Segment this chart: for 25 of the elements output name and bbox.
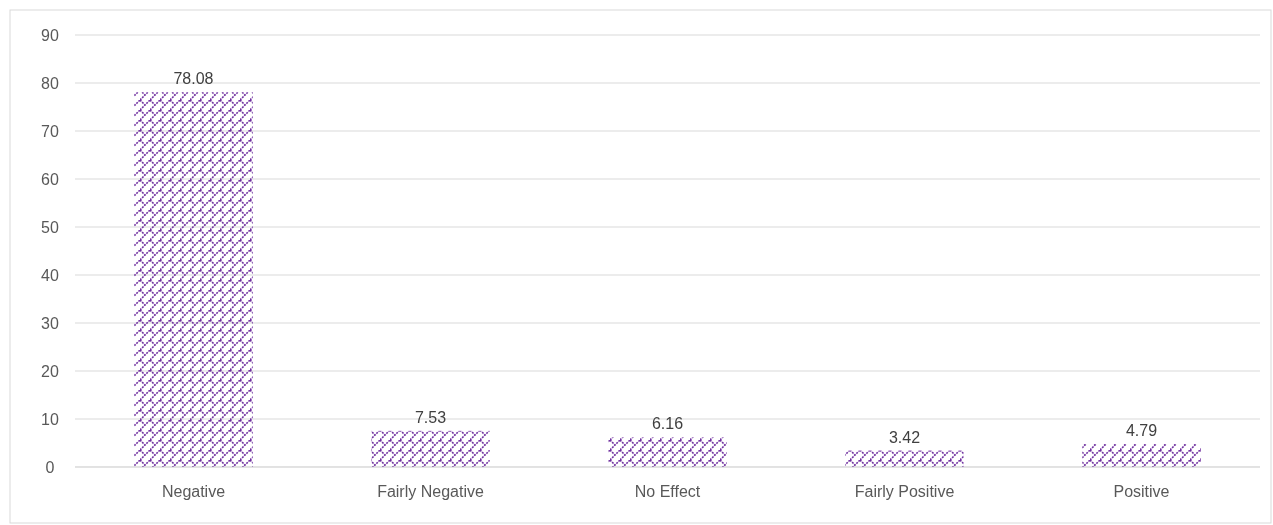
data-label: 7.53 (414, 408, 447, 426)
y-tick-label: 40 (41, 266, 59, 284)
x-tick-label: Positive (1113, 483, 1170, 500)
data-label: 78.08 (173, 70, 214, 88)
bar (845, 450, 964, 467)
y-tick-label: 60 (41, 170, 59, 188)
data-label: 4.79 (1125, 422, 1158, 440)
bar (134, 92, 253, 467)
y-tick-label: 80 (41, 74, 59, 92)
data-label: 6.16 (651, 415, 684, 433)
data-label: 3.42 (888, 428, 921, 446)
bar (608, 437, 727, 467)
y-tick-label: 90 (41, 26, 59, 44)
x-tick-label: Negative (161, 483, 226, 500)
y-tick-label: 30 (41, 314, 59, 332)
y-tick-label: 10 (41, 410, 59, 428)
x-tick-label: Fairly Positive (854, 483, 955, 500)
x-tick-label: No Effect (634, 483, 701, 500)
y-tick-label: 20 (41, 362, 59, 380)
bar (1082, 444, 1201, 467)
y-tick-label: 70 (41, 122, 59, 140)
x-tick-label: Fairly Negative (377, 483, 484, 500)
y-tick-label: 0 (45, 458, 55, 476)
bar (371, 430, 490, 467)
y-tick-label: 50 (41, 218, 59, 236)
